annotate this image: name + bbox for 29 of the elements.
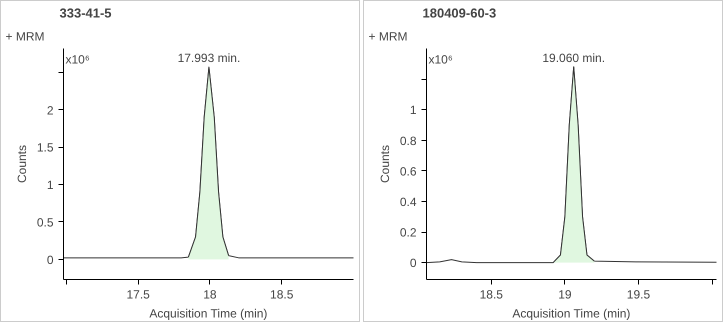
y-axis-title: Counts	[14, 144, 29, 184]
annotation: x10⁶	[428, 52, 453, 66]
y-tick-label: 0	[46, 252, 54, 267]
chart-title: 180409-60-3	[422, 6, 496, 20]
text: + MRM	[368, 30, 408, 44]
x-tick-label: 17.5	[126, 288, 150, 302]
y-tick-label: 0.2	[400, 226, 417, 240]
x-tick-label: 18.5	[270, 288, 294, 302]
x-tick-label: 19.5	[626, 288, 650, 302]
annotation: 19.060 min.	[542, 50, 606, 65]
x-tick-label: 19	[558, 288, 572, 302]
text: + MRM	[6, 30, 45, 44]
y-tick-label: 1	[46, 178, 54, 192]
x-tick-label: 18	[203, 288, 217, 302]
y-tick-label: 0.4	[400, 194, 417, 209]
y-tick-label: 1.5	[36, 140, 54, 155]
y-axis-title: Counts	[378, 144, 392, 184]
annotation: 17.993 min.	[178, 51, 240, 66]
y-tick-label: 0.8	[400, 134, 417, 148]
y-tick-label: 0	[410, 256, 417, 270]
x-axis-title: Acquisition Time (min)	[512, 306, 630, 320]
chart-title: 333-41-5	[60, 6, 112, 20]
y-tick-label: 1	[410, 103, 417, 118]
y-tick-label: 2	[46, 103, 54, 118]
annotation: x10⁶	[66, 52, 90, 66]
y-tick-label: 0.5	[36, 215, 54, 230]
x-axis-title: Acquisition Time (min)	[149, 306, 268, 320]
y-tick-label: 0.6	[400, 164, 417, 178]
x-tick-label: 18.5	[480, 288, 504, 302]
